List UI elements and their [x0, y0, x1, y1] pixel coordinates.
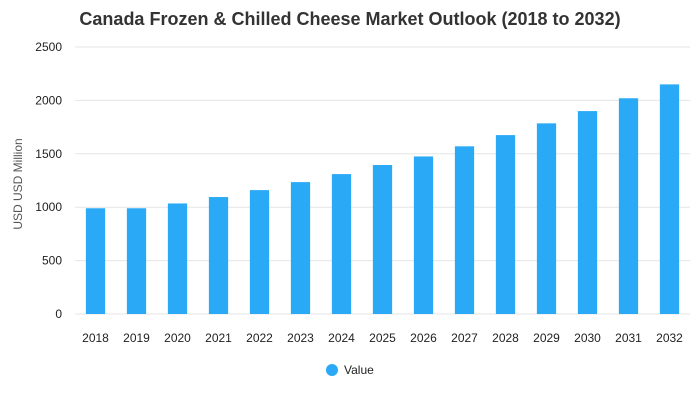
legend: Value	[326, 363, 374, 377]
chart-title: Canada Frozen & Chilled Cheese Market Ou…	[79, 9, 620, 29]
x-tick-label: 2020	[164, 331, 191, 345]
x-tick-label: 2028	[492, 331, 519, 345]
x-tick-label: 2031	[615, 331, 642, 345]
y-tick-label: 0	[55, 307, 62, 321]
bar-2023	[290, 182, 311, 314]
y-axis-label: USD USD Million	[11, 138, 25, 229]
x-tick-label: 2022	[246, 331, 273, 345]
bar-2032	[659, 84, 680, 314]
y-axis-ticks: 0 500 1000 1500 2000 2500	[35, 40, 62, 321]
y-tick-label: 2500	[35, 40, 62, 54]
y-tick-label: 2000	[35, 93, 62, 107]
x-tick-label: 2025	[369, 331, 396, 345]
bar-2019	[126, 208, 147, 314]
x-tick-label: 2024	[328, 331, 355, 345]
y-tick-label: 1000	[35, 200, 62, 214]
x-tick-label: 2019	[123, 331, 150, 345]
y-tick-label: 1500	[35, 147, 62, 161]
x-tick-label: 2023	[287, 331, 314, 345]
x-tick-label: 2026	[410, 331, 437, 345]
bar-2024	[331, 174, 352, 314]
bar-2026	[413, 156, 434, 314]
x-tick-label: 2018	[82, 331, 109, 345]
bar-2028	[495, 135, 516, 314]
bar-2018	[85, 208, 106, 314]
bar-2021	[208, 197, 229, 314]
x-tick-label: 2021	[205, 331, 232, 345]
bar-2027	[454, 146, 475, 314]
y-tick-label: 500	[42, 254, 62, 268]
legend-label: Value	[344, 363, 374, 377]
x-tick-label: 2032	[656, 331, 683, 345]
bar-2030	[577, 111, 598, 314]
bar-2031	[618, 98, 639, 314]
bars	[85, 84, 680, 314]
bar-2020	[167, 203, 188, 314]
bar-2025	[372, 165, 393, 314]
x-tick-label: 2029	[533, 331, 560, 345]
bar-2029	[536, 123, 557, 314]
x-tick-label: 2027	[451, 331, 478, 345]
x-tick-label: 2030	[574, 331, 601, 345]
x-axis-ticks: 2018 2019 2020 2021 2022 2023 2024 2025 2026 2027…	[82, 331, 683, 345]
legend-marker-icon	[326, 364, 338, 376]
bar-2022	[249, 190, 270, 314]
